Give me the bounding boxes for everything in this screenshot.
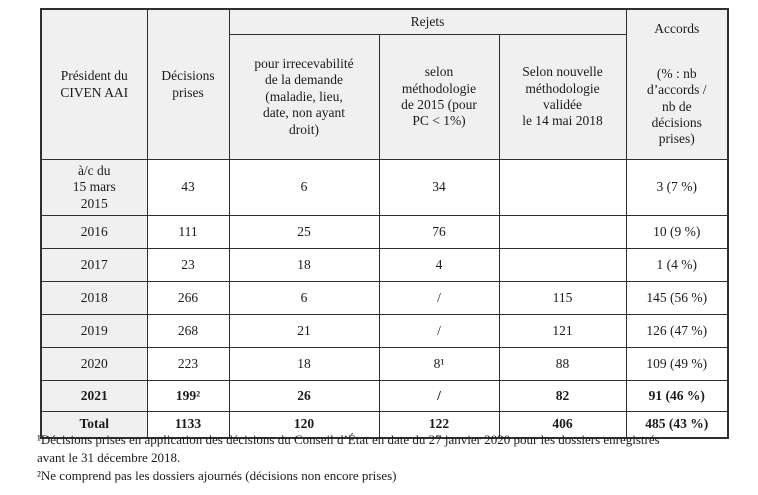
header-president-civen: Président du CIVEN AAI	[40, 8, 148, 160]
header-row-sub: pour irrecevabilité de la demande (malad…	[41, 34, 728, 160]
data-cell: 120	[228, 411, 380, 439]
data-cell	[498, 215, 627, 249]
header-decisions-prises: Décisions prises	[146, 8, 230, 160]
header-rejets: Rejets	[228, 8, 627, 35]
footnotes: ¹Décisions prises en application des déc…	[37, 431, 737, 485]
data-cell: 10 (9 %)	[625, 215, 729, 249]
data-cell: 91 (46 %)	[625, 380, 729, 412]
data-cell: 26	[228, 380, 380, 412]
data-cell: 25	[228, 215, 380, 249]
table-row-2017: 2017 23 18 4 1 (4 %)	[40, 248, 729, 282]
data-cell: 1 (4 %)	[625, 248, 729, 282]
row-label-cell: 2021	[40, 380, 148, 412]
data-cell: 145 (56 %)	[625, 281, 729, 315]
table-row-total: Total 1133 120 122 406 485 (43 %)	[40, 411, 729, 439]
table-row-2015: à/c du 15 mars 2015 43 6 34 3 (7 %)	[40, 159, 729, 216]
footnote-1: ¹Décisions prises en application des déc…	[37, 432, 660, 465]
header-accords-subtitle: (% : nb d’accords / nb de décisions pris…	[646, 65, 707, 147]
data-cell	[498, 159, 627, 216]
data-cell: 43	[146, 159, 230, 216]
data-cell: 82	[498, 380, 627, 412]
data-cell: 76	[378, 215, 500, 249]
row-label-cell: 2019	[40, 314, 148, 348]
row-label-cell: 2017	[40, 248, 148, 282]
data-cell: /	[378, 380, 500, 412]
data-cell: 266	[146, 281, 230, 315]
header-rejet-methodo-2015: selon méthodologie de 2015 (pour PC < 1%…	[378, 34, 500, 160]
row-label-cell: 2020	[40, 347, 148, 381]
table-row-2021: 2021 199² 26 / 82 91 (46 %)	[40, 380, 729, 412]
data-cell: 406	[498, 411, 627, 439]
data-cell: 21	[228, 314, 380, 348]
data-cell: 485 (43 %)	[625, 411, 729, 439]
data-cell: 122	[378, 411, 500, 439]
data-cell: 18	[228, 347, 380, 381]
row-label-cell: Total	[40, 411, 148, 439]
header-accords-title: Accords	[654, 21, 700, 37]
data-cell: 111	[146, 215, 230, 249]
row-label-cell: à/c du 15 mars 2015	[40, 159, 148, 216]
data-cell: 199²	[146, 380, 230, 412]
row-label-cell: 2016	[40, 215, 148, 249]
civen-decisions-table: Président du CIVEN AAI Décisions prises …	[40, 8, 729, 439]
table-row-2016: 2016 111 25 76 10 (9 %)	[40, 215, 729, 249]
data-cell: /	[378, 314, 500, 348]
data-cell: /	[378, 281, 500, 315]
table-row-2018: 2018 266 6 / 115 145 (56 %)	[40, 281, 729, 315]
data-cell: 18	[228, 248, 380, 282]
data-cell: 115	[498, 281, 627, 315]
footnote-2: ²Ne comprend pas les dossiers ajournés (…	[37, 467, 397, 483]
header-rejet-irrecevabilite: pour irrecevabilité de la demande (malad…	[228, 34, 380, 160]
table-row-2020: 2020 223 18 8¹ 88 109 (49 %)	[40, 347, 729, 381]
data-cell: 88	[498, 347, 627, 381]
data-cell: 126 (47 %)	[625, 314, 729, 348]
data-cell: 121	[498, 314, 627, 348]
data-cell: 109 (49 %)	[625, 347, 729, 381]
data-cell: 3 (7 %)	[625, 159, 729, 216]
data-cell: 6	[228, 159, 380, 216]
data-cell: 6	[228, 281, 380, 315]
header-row-top: Président du CIVEN AAI Décisions prises …	[40, 8, 729, 160]
data-cell: 8¹	[378, 347, 500, 381]
data-cell	[498, 248, 627, 282]
header-rejet-nouvelle-methodo: Selon nouvelle méthodologie validée le 1…	[498, 34, 627, 160]
data-cell: 34	[378, 159, 500, 216]
data-cell: 268	[146, 314, 230, 348]
data-cell: 223	[146, 347, 230, 381]
header-accords: Accords (% : nb d’accords / nb de décisi…	[625, 8, 729, 160]
row-label-cell: 2018	[40, 281, 148, 315]
data-cell: 4	[378, 248, 500, 282]
table-row-2019: 2019 268 21 / 121 126 (47 %)	[40, 314, 729, 348]
data-cell: 23	[146, 248, 230, 282]
